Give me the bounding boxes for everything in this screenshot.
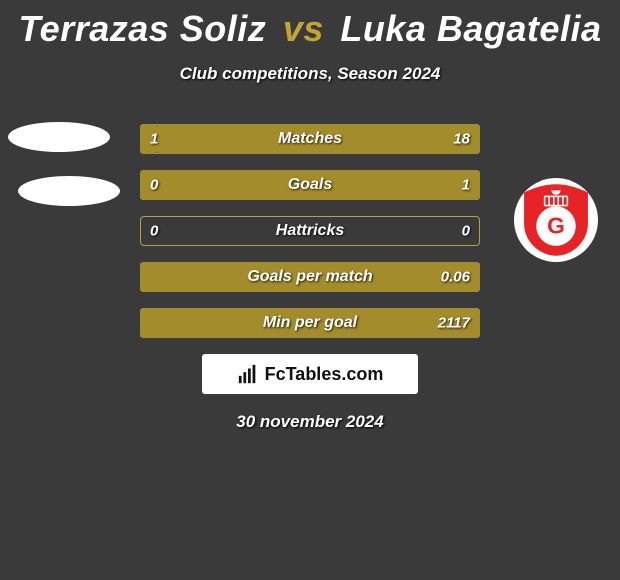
source-brand[interactable]: FcTables.com (202, 354, 418, 394)
player1-name: Terrazas Soliz (19, 8, 267, 49)
stat-row: Goals 0 1 (140, 170, 480, 200)
stat-row: Matches 1 18 (140, 124, 480, 154)
stats-section: Matches 1 18 Goals 0 1 Hattricks 0 0 Goals per ma… (0, 124, 620, 338)
stat-value-right: 0.06 (441, 269, 470, 286)
player2-name: Luka Bagatelia (340, 8, 601, 49)
bar-chart-icon (237, 363, 259, 385)
snapshot-date: 30 november 2024 (0, 412, 620, 432)
stat-row: Hattricks 0 0 (140, 216, 480, 246)
stat-value-right: 2117 (438, 315, 470, 332)
stat-label: Matches (278, 130, 342, 148)
stat-label: Goals per match (247, 268, 372, 286)
stat-value-right: 0 (462, 223, 470, 240)
stat-row: Min per goal 2117 (140, 308, 480, 338)
subtitle: Club competitions, Season 2024 (0, 64, 620, 84)
stat-value-left: 0 (150, 177, 158, 194)
stat-value-left: 1 (150, 131, 158, 148)
vs-label: vs (283, 8, 324, 49)
stat-value-right: 18 (453, 131, 470, 148)
stat-label: Goals (288, 176, 332, 194)
stat-value-right: 1 (462, 177, 470, 194)
stat-label: Hattricks (276, 222, 344, 240)
stat-value-left: 0 (150, 223, 158, 240)
brand-text: FcTables.com (265, 364, 384, 385)
stat-row: Goals per match 0.06 (140, 262, 480, 292)
comparison-title: Terrazas Soliz vs Luka Bagatelia (0, 0, 620, 50)
stat-label: Min per goal (263, 314, 357, 332)
